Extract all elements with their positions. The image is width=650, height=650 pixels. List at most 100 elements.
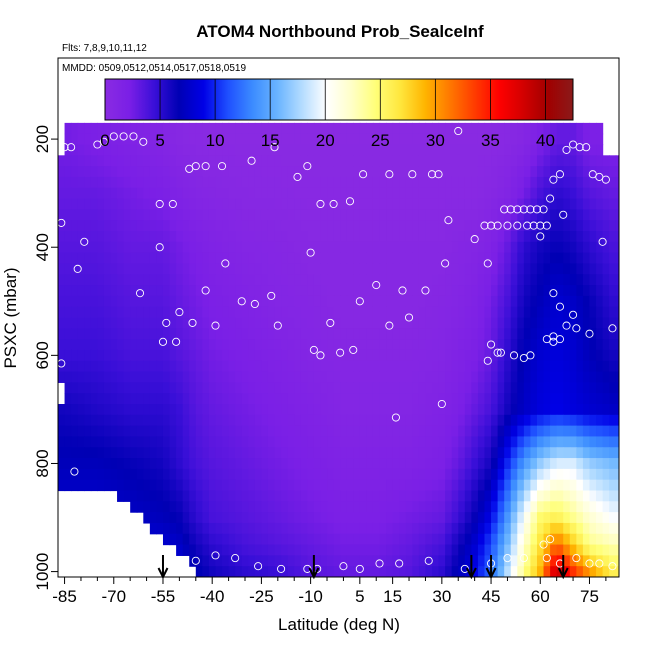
heatmap-cell — [353, 317, 361, 329]
x-tick-label: 30 — [432, 587, 451, 606]
heatmap-cell — [222, 425, 230, 438]
observation-point — [421, 286, 430, 295]
heatmap-cell — [117, 198, 125, 210]
observation-point — [503, 554, 512, 563]
observation-point — [598, 237, 607, 246]
heatmap-cell — [254, 133, 262, 146]
heatmap-cell — [123, 393, 131, 405]
heatmap-cell — [536, 382, 545, 394]
heatmap-cell — [189, 285, 197, 297]
heatmap-cell — [471, 382, 479, 394]
heatmap-cell — [58, 425, 66, 438]
heatmap-cell — [110, 274, 118, 286]
heatmap-cell — [156, 166, 164, 178]
heatmap-cell — [484, 209, 492, 221]
observation-point — [201, 286, 210, 295]
heatmap-cell — [510, 263, 518, 275]
heatmap-cell — [543, 176, 551, 189]
heatmap-cell — [189, 252, 197, 265]
heatmap-cell — [117, 306, 125, 319]
heatmap-cell — [307, 122, 315, 135]
heatmap-cell — [313, 166, 322, 178]
heatmap-cell — [438, 285, 446, 297]
heatmap-cell — [359, 501, 367, 513]
heatmap-cell — [327, 295, 335, 308]
heatmap-cell — [130, 393, 138, 405]
heatmap-cell — [346, 522, 354, 535]
heatmap-cell — [504, 468, 512, 481]
heatmap-cell — [208, 522, 217, 535]
heatmap-cell — [189, 522, 197, 535]
heatmap-cell — [228, 198, 236, 210]
heatmap-cell — [392, 155, 400, 167]
heatmap-cell — [103, 468, 112, 481]
heatmap-cell — [327, 122, 335, 135]
heatmap-cell — [589, 263, 597, 275]
heatmap-cell — [327, 425, 335, 438]
heatmap-cell — [491, 241, 499, 254]
heatmap-cell — [405, 533, 413, 546]
heatmap-cell — [162, 393, 171, 405]
heatmap-cell — [445, 144, 453, 156]
heatmap-cell — [399, 220, 407, 232]
heatmap-cell — [484, 155, 492, 167]
heatmap-cell — [64, 306, 72, 319]
heatmap-cell — [222, 263, 230, 275]
heatmap-cell — [458, 155, 466, 167]
heatmap-cell — [313, 231, 322, 243]
heatmap-cell — [58, 458, 66, 470]
heatmap-cell — [569, 458, 577, 470]
heatmap-cell — [405, 209, 413, 221]
heatmap-cell — [445, 155, 453, 167]
heatmap-cell — [464, 295, 472, 308]
heatmap-cell — [445, 501, 453, 513]
heatmap-cell — [471, 122, 479, 135]
heatmap-cell — [267, 263, 276, 275]
heatmap-cell — [195, 404, 203, 416]
heatmap-cell — [215, 425, 223, 438]
heatmap-cell — [97, 187, 105, 200]
observation-point — [513, 221, 522, 230]
heatmap-cell — [379, 371, 387, 383]
heatmap-cell — [386, 306, 394, 319]
heatmap-cell — [241, 501, 249, 513]
heatmap-cell — [267, 360, 276, 373]
heatmap-cell — [530, 414, 538, 427]
heatmap-cell — [182, 187, 190, 200]
heatmap-cell — [556, 241, 564, 254]
heatmap-cell — [609, 295, 617, 308]
heatmap-cell — [267, 566, 276, 577]
heatmap-cell — [563, 176, 571, 189]
heatmap-cell — [550, 447, 558, 459]
heatmap-cell — [307, 468, 315, 481]
heatmap-cell — [491, 176, 499, 189]
heatmap-cell — [320, 555, 328, 567]
heatmap-cell — [464, 404, 472, 416]
heatmap-cell — [346, 512, 354, 524]
heatmap-cell — [300, 512, 308, 524]
heatmap-cell — [254, 490, 262, 502]
heatmap-cell — [530, 187, 538, 200]
heatmap-cell — [615, 328, 619, 340]
heatmap-cell — [438, 479, 446, 492]
heatmap-cell — [162, 414, 171, 427]
heatmap-cell — [432, 328, 440, 340]
heatmap-cell — [563, 241, 571, 254]
heatmap-cell — [313, 425, 322, 438]
heatmap-cell — [261, 501, 269, 513]
heatmap-cell — [425, 414, 433, 427]
heatmap-cell — [71, 371, 79, 383]
heatmap-cell — [477, 209, 486, 221]
heatmap-cell — [418, 555, 427, 567]
heatmap-cell — [432, 231, 440, 243]
heatmap-cell — [556, 263, 564, 275]
heatmap-cell — [136, 360, 144, 373]
heatmap-cell — [182, 220, 190, 232]
heatmap-cell — [425, 425, 433, 438]
heatmap-cell — [208, 360, 217, 373]
heatmap-cell — [136, 231, 144, 243]
heatmap-cell — [195, 349, 203, 362]
heatmap-cell — [346, 155, 354, 167]
heatmap-cell — [176, 393, 184, 405]
heatmap-cell — [418, 479, 427, 492]
